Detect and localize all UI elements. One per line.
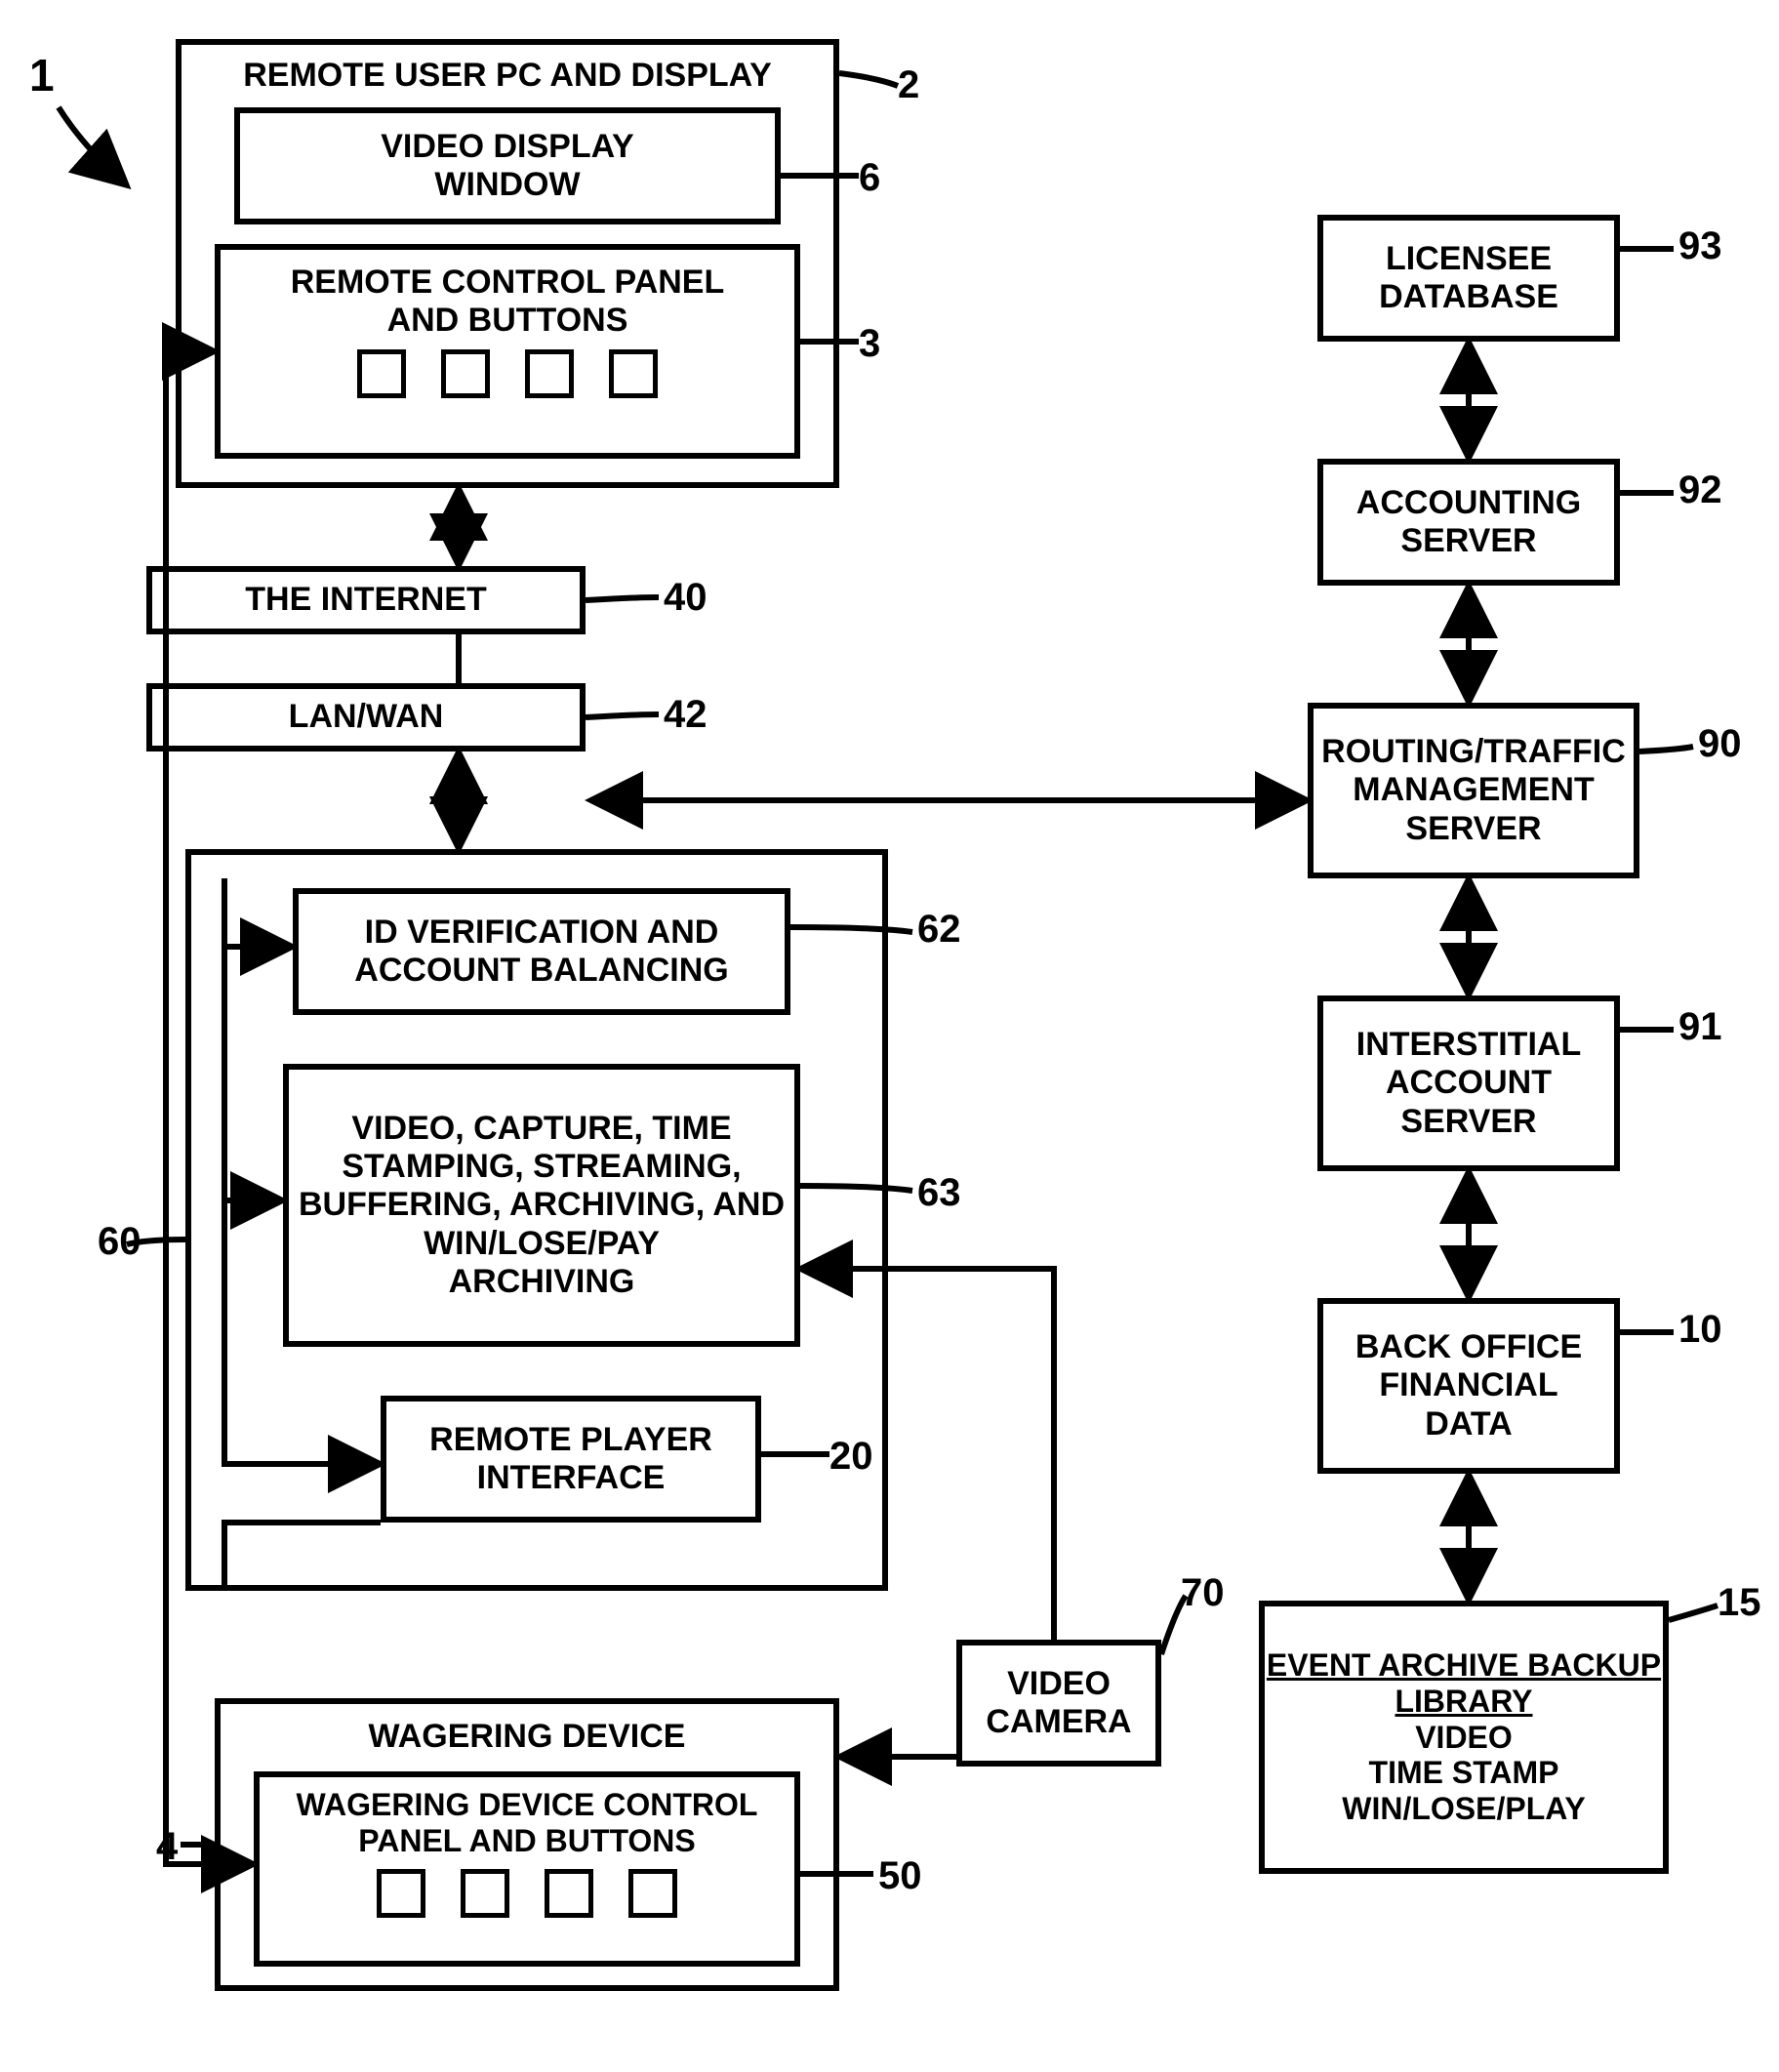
remote-player-line1: REMOTE PLAYER (429, 1421, 712, 1459)
accounting-line1: ACCOUNTING (1356, 484, 1581, 522)
video-camera-line2: CAMERA (986, 1703, 1131, 1741)
ref-10: 10 (1678, 1308, 1722, 1352)
ref-50: 50 (878, 1854, 922, 1898)
ref-91: 91 (1678, 1005, 1722, 1049)
button-square (357, 349, 406, 398)
remote-control-buttons (340, 349, 675, 398)
id-verification-line2: ACCOUNT BALANCING (354, 952, 728, 990)
ref-20: 20 (829, 1435, 873, 1479)
video-capture-box: VIDEO, CAPTURE, TIME STAMPING, STREAMING… (283, 1064, 800, 1347)
lanwan-label: LAN/WAN (289, 698, 444, 736)
wagering-control-line1: WAGERING DEVICE CONTROL (297, 1787, 758, 1823)
licensee-database-box: LICENSEE DATABASE (1317, 215, 1620, 342)
back-office-line1: BACK OFFICE (1355, 1328, 1582, 1366)
lanwan-box: LAN/WAN (146, 683, 586, 752)
ref-15: 15 (1718, 1581, 1761, 1625)
button-square (609, 349, 658, 398)
event-archive-box: EVENT ARCHIVE BACKUP LIBRARY VIDEO TIME … (1259, 1601, 1669, 1874)
video-capture-line2: STAMPING, STREAMING, (342, 1148, 741, 1186)
event-archive-line3: WIN/LOSE/PLAY (1342, 1791, 1586, 1827)
video-capture-line4: WIN/LOSE/PAY (424, 1225, 660, 1263)
ref-3: 3 (859, 322, 880, 366)
wagering-control-panel-box: WAGERING DEVICE CONTROL PANEL AND BUTTON… (254, 1771, 800, 1967)
event-archive-title1: EVENT ARCHIVE BACKUP (1267, 1647, 1661, 1684)
licensee-line2: DATABASE (1379, 278, 1558, 316)
interstitial-server-box: INTERSTITIAL ACCOUNT SERVER (1317, 995, 1620, 1171)
ref-4: 4 (156, 1825, 178, 1869)
video-camera-line1: VIDEO (1007, 1665, 1111, 1703)
ref-70: 70 (1181, 1571, 1225, 1615)
video-display-line1: VIDEO DISPLAY (381, 128, 633, 166)
ref-90: 90 (1698, 722, 1742, 766)
ref-2: 2 (898, 63, 919, 107)
ref-1: 1 (29, 49, 55, 102)
remote-player-line2: INTERFACE (477, 1459, 666, 1497)
button-square (441, 349, 490, 398)
ref-60: 60 (98, 1220, 142, 1264)
ref-92: 92 (1678, 468, 1722, 512)
ref-40: 40 (664, 576, 708, 620)
routing-server-box: ROUTING/TRAFFIC MANAGEMENT SERVER (1308, 703, 1639, 878)
ref-42: 42 (664, 693, 708, 737)
accounting-server-box: ACCOUNTING SERVER (1317, 459, 1620, 586)
accounting-line2: SERVER (1400, 522, 1536, 560)
video-capture-line3: BUFFERING, ARCHIVING, AND (299, 1186, 785, 1224)
interstitial-line3: SERVER (1400, 1103, 1536, 1141)
button-square (525, 349, 574, 398)
routing-line1: ROUTING/TRAFFIC (1321, 733, 1626, 771)
ref-63: 63 (917, 1171, 961, 1215)
video-camera-box: VIDEO CAMERA (956, 1640, 1161, 1767)
back-office-box: BACK OFFICE FINANCIAL DATA (1317, 1298, 1620, 1474)
video-display-window-box: VIDEO DISPLAY WINDOW (234, 107, 781, 224)
button-square (628, 1869, 677, 1918)
ref-62: 62 (917, 908, 961, 952)
button-square (461, 1869, 509, 1918)
button-square (545, 1869, 593, 1918)
interstitial-line2: ACCOUNT (1386, 1064, 1552, 1102)
routing-line3: SERVER (1405, 810, 1541, 848)
video-capture-line5: ARCHIVING (449, 1263, 635, 1301)
back-office-line3: DATA (1425, 1405, 1512, 1443)
interstitial-line1: INTERSTITIAL (1356, 1026, 1581, 1064)
id-verification-box: ID VERIFICATION AND ACCOUNT BALANCING (293, 888, 790, 1015)
video-capture-line1: VIDEO, CAPTURE, TIME (351, 1110, 731, 1148)
ref-93: 93 (1678, 224, 1722, 268)
event-archive-line1: VIDEO (1415, 1720, 1513, 1756)
remote-control-panel-box: REMOTE CONTROL PANEL AND BUTTONS (215, 244, 800, 459)
remote-control-line2: AND BUTTONS (387, 302, 628, 340)
internet-label: THE INTERNET (245, 581, 486, 619)
button-square (377, 1869, 425, 1918)
remote-control-line1: REMOTE CONTROL PANEL (291, 264, 725, 302)
event-archive-title2: LIBRARY (1395, 1684, 1532, 1720)
remote-user-pc-title: REMOTE USER PC AND DISPLAY (243, 57, 772, 95)
remote-player-box: REMOTE PLAYER INTERFACE (381, 1396, 761, 1523)
back-office-line2: FINANCIAL (1379, 1366, 1557, 1404)
internet-box: THE INTERNET (146, 566, 586, 634)
wagering-control-line2: PANEL AND BUTTONS (358, 1823, 696, 1859)
routing-line2: MANAGEMENT (1353, 771, 1594, 809)
event-archive-line2: TIME STAMP (1369, 1755, 1559, 1791)
licensee-line1: LICENSEE (1386, 240, 1552, 278)
ref-6: 6 (859, 156, 880, 200)
video-display-line2: WINDOW (434, 166, 580, 204)
wagering-control-buttons (359, 1869, 695, 1918)
id-verification-line1: ID VERIFICATION AND (365, 914, 719, 952)
wagering-title: WAGERING DEVICE (369, 1718, 686, 1756)
